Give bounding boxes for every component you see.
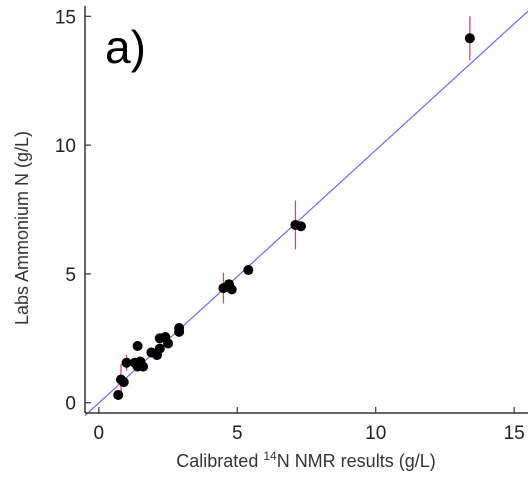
- data-point: [113, 389, 124, 400]
- data-point: [295, 221, 306, 232]
- x-axis-label-prefix: Calibrated: [176, 451, 263, 471]
- x-tick-label: 15: [504, 423, 525, 444]
- data-point: [163, 338, 174, 349]
- x-tick-label: 5: [232, 423, 243, 444]
- x-tick-label: 10: [365, 423, 386, 444]
- x-axis-label-superscript: 14: [263, 449, 277, 463]
- data-point: [132, 341, 143, 352]
- data-point: [174, 322, 185, 333]
- data-point: [154, 343, 165, 354]
- data-point: [226, 284, 237, 295]
- x-tick-label: 0: [94, 423, 105, 444]
- data-point: [121, 357, 132, 368]
- panel-label: a): [105, 21, 146, 73]
- y-tick-label: 5: [65, 265, 76, 286]
- y-tick-label: 0: [65, 394, 76, 415]
- y-tick-label: 15: [55, 7, 76, 28]
- data-point: [138, 361, 149, 372]
- data-point: [243, 265, 254, 276]
- data-point: [464, 33, 475, 44]
- y-tick-label: 10: [55, 136, 76, 157]
- x-axis-label-suffix: N NMR results (g/L): [277, 451, 436, 471]
- y-axis-label: Labs Ammonium N (g/L): [12, 131, 32, 325]
- x-axis-label: Calibrated 14N NMR results (g/L): [176, 449, 435, 471]
- data-point: [118, 377, 129, 388]
